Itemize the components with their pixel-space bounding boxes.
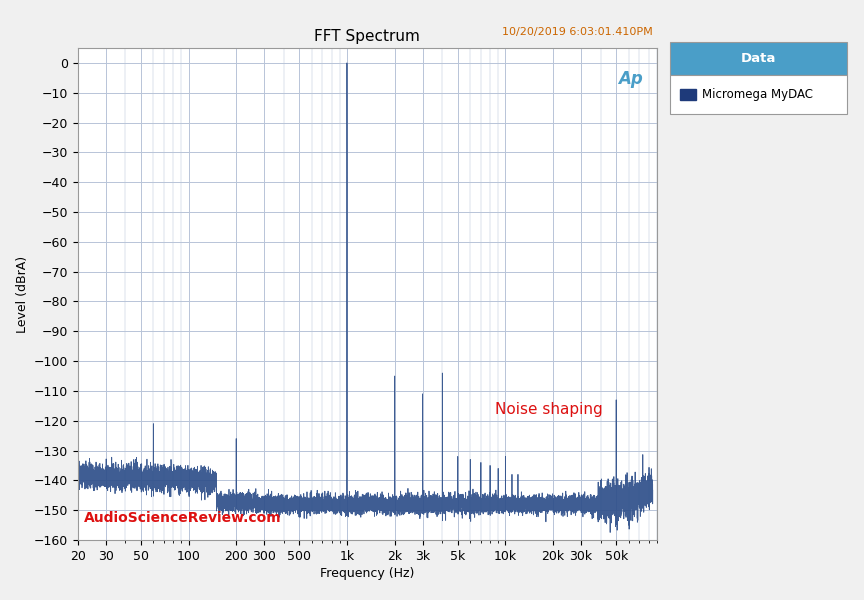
Text: Micromega MyDAC: Micromega MyDAC	[702, 88, 813, 101]
Text: Noise shaping: Noise shaping	[494, 402, 602, 417]
Y-axis label: Level (dBrA): Level (dBrA)	[16, 256, 29, 332]
Text: Data: Data	[740, 52, 776, 65]
X-axis label: Frequency (Hz): Frequency (Hz)	[320, 567, 415, 580]
Text: 10/20/2019 6:03:01.410PM: 10/20/2019 6:03:01.410PM	[502, 27, 652, 37]
Text: Ap: Ap	[619, 70, 643, 88]
Title: FFT Spectrum: FFT Spectrum	[314, 29, 420, 44]
Text: AudioScienceReview.com: AudioScienceReview.com	[84, 511, 281, 525]
